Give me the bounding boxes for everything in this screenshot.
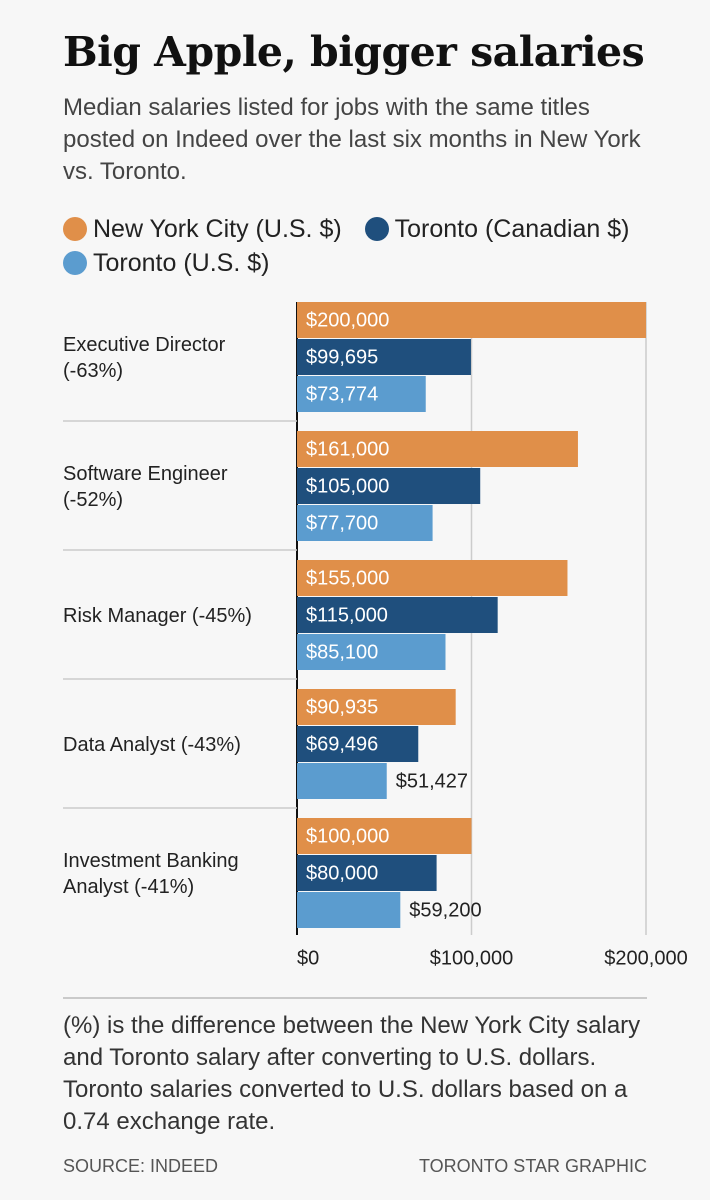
value-label: $69,496 bbox=[306, 733, 378, 755]
value-label: $200,000 bbox=[306, 309, 389, 331]
value-label: $161,000 bbox=[306, 438, 389, 460]
bar bbox=[297, 302, 646, 338]
bar bbox=[297, 339, 471, 375]
category-label: Software Engineer (-52%) bbox=[63, 462, 228, 511]
chart-subtitle: Median salaries listed for jobs with the… bbox=[63, 94, 641, 185]
footnote: (%) is the difference between the New Yo… bbox=[63, 1012, 641, 1135]
value-label: $80,000 bbox=[306, 862, 378, 884]
bar bbox=[297, 560, 568, 596]
value-label: $51,427 bbox=[396, 770, 468, 792]
category-label: Executive Director (-63%) bbox=[63, 333, 226, 382]
credit: TORONTO STAR GRAPHIC bbox=[418, 1156, 647, 1176]
value-label: $85,100 bbox=[306, 641, 378, 663]
x-tick-label: $200,000 bbox=[604, 947, 687, 969]
bar bbox=[297, 892, 401, 928]
bar bbox=[297, 431, 578, 467]
legend-label: Toronto (U.S. $) bbox=[93, 249, 270, 277]
value-label: $59,200 bbox=[409, 899, 481, 921]
bar bbox=[297, 505, 433, 541]
bar bbox=[297, 597, 498, 633]
bar bbox=[297, 634, 446, 670]
chart-title: Big Apple, bigger salaries bbox=[63, 28, 645, 76]
legend: New York City (U.S. $) Toronto (Canadian… bbox=[63, 212, 663, 280]
bar bbox=[297, 726, 419, 762]
legend-label: New York City (U.S. $) bbox=[93, 215, 342, 243]
category-label: Data Analyst (-43%) bbox=[63, 733, 241, 756]
x-tick-label: $0 bbox=[297, 947, 319, 969]
bar bbox=[297, 376, 426, 412]
category-label: Risk Manager (-45%) bbox=[63, 604, 252, 627]
value-label: $105,000 bbox=[306, 475, 389, 497]
value-label: $99,695 bbox=[306, 346, 378, 368]
legend-swatch bbox=[63, 251, 87, 275]
x-tick-label: $100,000 bbox=[430, 947, 513, 969]
legend-label: Toronto (Canadian $) bbox=[394, 215, 630, 243]
category-label: Investment Banking Analyst (-41%) bbox=[63, 849, 239, 898]
value-label: $115,000 bbox=[306, 604, 388, 626]
value-label: $100,000 bbox=[306, 825, 389, 847]
bar bbox=[297, 468, 481, 504]
legend-item: Toronto (Canadian $) bbox=[364, 215, 630, 243]
legend-swatch bbox=[364, 217, 389, 241]
legend-swatch bbox=[63, 217, 87, 241]
value-label: $90,935 bbox=[306, 696, 378, 718]
legend-item: New York City (U.S. $) bbox=[63, 215, 342, 243]
source: SOURCE: INDEED bbox=[63, 1156, 219, 1176]
bar bbox=[297, 689, 456, 725]
legend-item: Toronto (U.S. $) bbox=[63, 249, 269, 277]
bar bbox=[297, 855, 437, 891]
bar bbox=[297, 818, 472, 854]
value-label: $155,000 bbox=[306, 567, 389, 589]
bar bbox=[297, 763, 387, 799]
value-label: $77,700 bbox=[306, 512, 378, 534]
value-label: $73,774 bbox=[306, 383, 378, 405]
